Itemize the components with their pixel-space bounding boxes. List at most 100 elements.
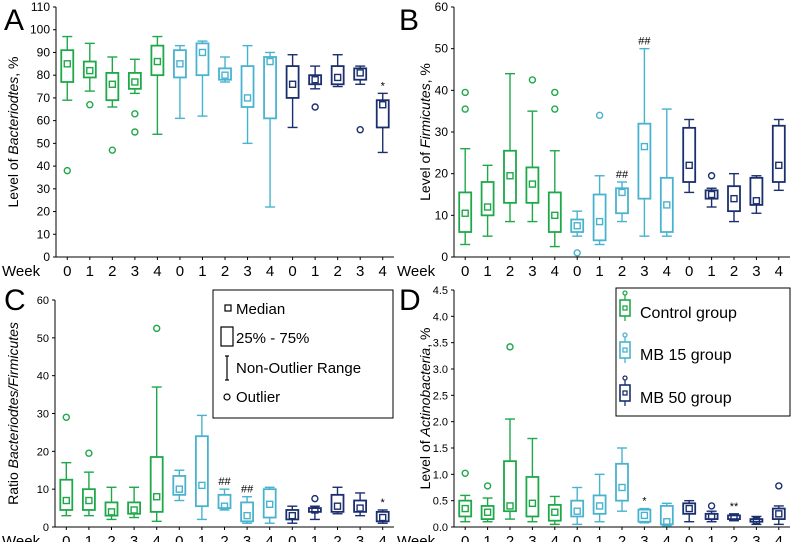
iqr-box <box>60 49 75 83</box>
median-marker <box>528 499 537 507</box>
y-tick-label: 1.0 <box>433 469 448 481</box>
iqr-box <box>353 499 368 513</box>
median-marker <box>506 502 514 510</box>
iqr-label: 25% - 75% <box>236 330 309 347</box>
iqr-box <box>263 56 277 120</box>
group-legend-frame <box>615 287 791 417</box>
x-tick-label: 4 <box>153 533 161 542</box>
outlier-point <box>311 103 319 111</box>
box-control-week-0 <box>458 469 473 523</box>
y-tick-label: 60 <box>37 295 49 307</box>
x-tick-label: 2 <box>618 263 626 280</box>
x-tick-label: 3 <box>752 263 760 280</box>
y-tick-label: 50 <box>435 42 449 56</box>
x-tick-label: 4 <box>266 533 274 542</box>
outlier-point <box>85 449 93 457</box>
iqr-box <box>458 191 473 233</box>
x-tick-label: 2 <box>333 533 341 542</box>
y-tick-label: 30 <box>37 182 51 196</box>
iqr-box <box>771 507 786 521</box>
iqr-box <box>749 518 764 523</box>
median-marker <box>528 180 537 188</box>
iqr-box <box>127 72 142 90</box>
outlier-point <box>595 111 604 120</box>
outlier-point <box>311 494 319 503</box>
median-marker <box>153 57 162 66</box>
box-mb50-week-0 <box>285 54 300 129</box>
x-tick-label: 1 <box>483 263 491 280</box>
box-mb50-week-0 <box>285 505 300 524</box>
median-marker <box>243 94 252 102</box>
legend-mb15-label: MB 15 group <box>640 347 732 364</box>
y-tick-label: 40 <box>435 83 449 97</box>
median-marker <box>221 71 229 79</box>
median-marker <box>618 483 626 492</box>
x-tick-label: 4 <box>775 533 783 542</box>
iqr-box <box>659 176 674 233</box>
median-marker <box>356 504 364 512</box>
x-tick-label: 1 <box>198 263 206 280</box>
median-marker <box>266 57 274 66</box>
median-marker <box>130 506 138 514</box>
iqr-box <box>375 99 390 129</box>
legend-mb15-glyph <box>619 332 631 363</box>
x-tick-label: 0 <box>175 533 183 542</box>
box-mb15-week-4 <box>262 486 277 524</box>
box-mb15-week-2 <box>615 181 629 223</box>
y-tick-label: 30 <box>37 409 49 421</box>
x-tick-label: 3 <box>528 263 536 280</box>
significance-mark: ## <box>241 484 254 496</box>
box-mb50-week-0 <box>682 499 697 523</box>
x-axis-week-label: Week <box>2 533 41 542</box>
median-marker <box>288 80 297 88</box>
boxplot-key-legend: Median 25% - 75% Non-Outlier Range Outli… <box>212 289 394 419</box>
outlier-point <box>461 469 469 477</box>
median-marker <box>356 69 364 77</box>
y-tick-label: 80 <box>37 68 51 82</box>
x-tick-label: 2 <box>333 263 341 280</box>
outlier-label: Outlier <box>236 389 280 406</box>
box-mb15-week-0 <box>570 210 585 257</box>
x-axis-week-label: Week <box>2 263 41 280</box>
x-tick-label: 0 <box>62 533 70 542</box>
box-mb50-week-2 <box>330 486 345 515</box>
panel-d: D 0.0 0.5 1.0 1.5 2.0 2.5 3.0 3.5 4.0 4.5 Level of … <box>397 284 790 542</box>
x-axis-week-label: Week <box>397 533 436 542</box>
x-tick-label: 0 <box>63 263 71 280</box>
legend-control-glyph <box>619 290 631 321</box>
iqr-box <box>82 488 96 511</box>
x-tick-label: 0 <box>573 533 581 542</box>
box-mb15-week-0 <box>173 44 187 120</box>
box-mb15-week-3 <box>637 47 652 237</box>
x-tick-label: 0 <box>461 263 469 280</box>
iqr-box <box>194 435 209 508</box>
median-marker <box>198 481 206 490</box>
median-marker <box>730 513 738 522</box>
significance-mark: ** <box>730 501 739 513</box>
iqr-box <box>308 74 323 86</box>
median-marker <box>107 508 116 516</box>
significance-mark: ## <box>616 169 629 181</box>
iqr-glyph <box>220 326 234 347</box>
box-mb15-week-3 <box>240 496 255 524</box>
outlier-point <box>131 110 139 118</box>
x-tick-label: 2 <box>506 263 514 280</box>
x-tick-label: 4 <box>551 533 559 542</box>
x-tick-label: 4 <box>379 533 387 542</box>
median-marker <box>461 209 469 217</box>
iqr-box <box>570 218 585 233</box>
iqr-box <box>82 60 97 79</box>
x-axis-week-label: Week <box>397 263 436 280</box>
box-mb15-week-0 <box>172 469 187 502</box>
y-tick-label: 50 <box>37 333 49 345</box>
iqr-box <box>659 505 674 526</box>
median-glyph <box>224 304 232 312</box>
iqr-box <box>218 67 232 81</box>
x-tick-label: 3 <box>131 263 139 280</box>
box-control-week-1 <box>82 42 97 109</box>
y-tick-label: 3.5 <box>433 338 448 350</box>
median-marker <box>775 161 783 170</box>
x-tick-label: 0 <box>685 263 693 280</box>
x-tick-label: 4 <box>379 263 387 280</box>
outlier-point <box>356 126 364 134</box>
